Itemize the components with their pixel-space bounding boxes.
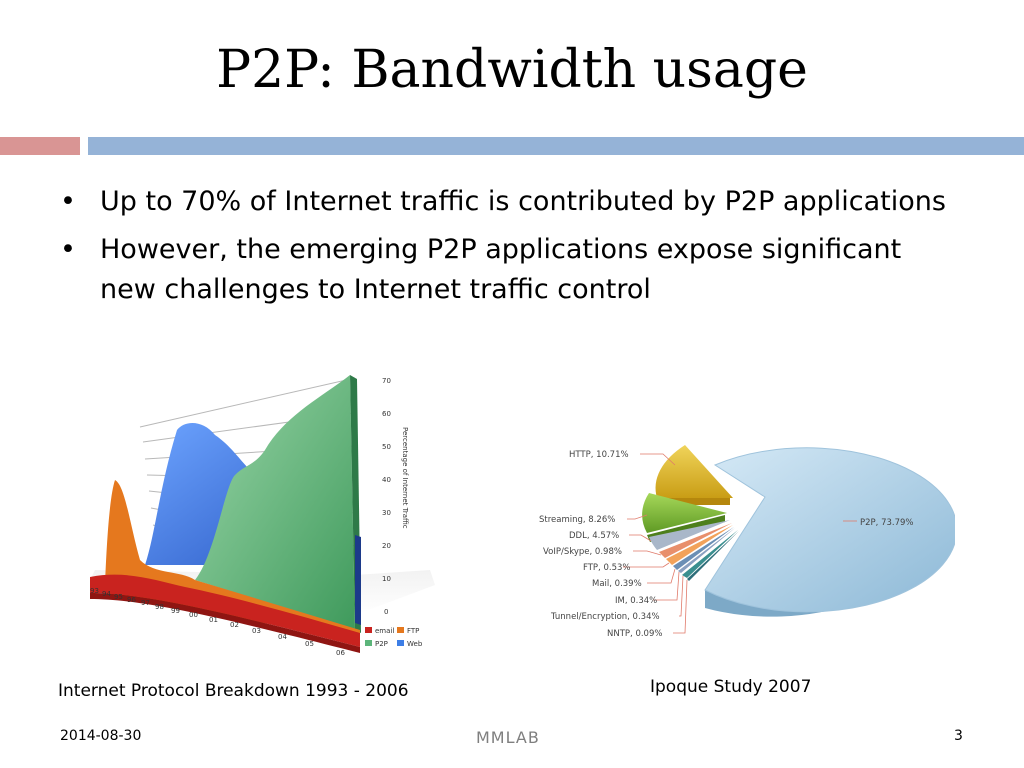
x-tick-label: 99 <box>171 607 180 615</box>
x-tick-label: 03 <box>252 627 261 635</box>
pie-label-ddl: DDL, 4.57% <box>569 531 619 541</box>
pie-label-nntp: NNTP, 0.09% <box>607 629 662 639</box>
pie-slice-mail <box>673 527 734 570</box>
y-tick-label: 0 <box>384 608 388 616</box>
x-tick-label: 93 <box>90 587 99 595</box>
chart-legend: email FTP P2P Web <box>365 627 423 648</box>
bullet-dot: • <box>60 234 76 265</box>
y-axis-labels: 70 60 50 40 30 20 10 0 <box>382 377 391 616</box>
web-side <box>355 535 361 625</box>
x-tick-label: 98 <box>155 603 164 611</box>
y-tick-label: 60 <box>382 410 391 418</box>
left-figure-caption: Internet Protocol Breakdown 1993 - 2006 <box>58 681 409 701</box>
bullet-item: • However, the emerging P2P applications… <box>60 230 960 310</box>
y-tick-label: 10 <box>382 575 391 583</box>
x-tick-label: 06 <box>336 649 345 657</box>
bullet-text: However, the emerging P2P applications e… <box>100 234 902 305</box>
pie-label-ftp: FTP, 0.53% <box>583 563 630 573</box>
x-tick-label: 00 <box>189 611 198 619</box>
pie-slice-nntp <box>687 531 739 581</box>
slide-title: P2P: Bandwidth usage <box>216 40 808 100</box>
pie-leader-lines <box>623 453 857 634</box>
legend-label-email: email <box>375 627 394 635</box>
legend-label-p2p: P2P <box>375 640 388 648</box>
pie-slice-im <box>678 528 735 573</box>
pie-label-streaming: Streaming, 8.26% <box>539 515 615 525</box>
bullet-text: Up to 70% of Internet traffic is contrib… <box>100 186 946 217</box>
email-front <box>90 593 360 653</box>
pie-labels: HTTP, 10.71% Streaming, 8.26% DDL, 4.57%… <box>539 450 913 639</box>
x-tick-label: 95 <box>114 593 123 601</box>
x-tick-label: 05 <box>305 640 314 648</box>
footer-date: 2014-08-30 <box>60 728 142 744</box>
y-tick-label: 40 <box>382 476 391 484</box>
pie-label-http: HTTP, 10.71% <box>569 450 629 460</box>
bullet-item: • Up to 70% of Internet traffic is contr… <box>60 182 960 222</box>
y-tick-label: 30 <box>382 509 391 517</box>
legend-swatch-p2p <box>365 640 372 646</box>
y-tick-label: 50 <box>382 443 391 451</box>
pie-label-mail: Mail, 0.39% <box>592 579 642 589</box>
bullet-dot: • <box>60 186 76 217</box>
x-tick-label: 94 <box>102 590 111 598</box>
pie-label-p2p: P2P, 73.79% <box>860 518 913 528</box>
protocol-breakdown-chart: 93 94 95 96 97 98 99 00 01 02 03 04 05 0… <box>90 375 435 657</box>
p2p-area <box>195 375 355 630</box>
pie-slice-ddl <box>649 520 730 550</box>
legend-swatch-ftp <box>397 627 404 633</box>
y-axis-title: Percentage of Internet Traffic <box>401 427 409 529</box>
x-axis-labels: 93 94 95 96 97 98 99 00 01 02 03 04 05 0… <box>90 587 345 657</box>
pie-label-im: IM, 0.34% <box>615 596 657 606</box>
pie-slice-p2p <box>704 447 955 613</box>
legend-swatch-email <box>365 627 372 633</box>
x-tick-label: 04 <box>278 633 287 641</box>
x-tick-label: 01 <box>209 616 218 624</box>
x-tick-label: 97 <box>141 599 150 607</box>
pie-slice-ftp <box>666 525 733 565</box>
legend-label-ftp: FTP <box>407 627 419 635</box>
bullet-list: • Up to 70% of Internet traffic is contr… <box>60 182 960 318</box>
right-figure-caption: Ipoque Study 2007 <box>650 677 812 697</box>
footer-page-number: 3 <box>954 728 963 744</box>
title-underline-right <box>88 137 1024 155</box>
y-tick-label: 20 <box>382 542 391 550</box>
pie-slice-http <box>655 445 733 498</box>
email-area <box>90 574 360 647</box>
pie-label-voip: VoIP/Skype, 0.98% <box>543 547 622 557</box>
legend-label-web: Web <box>407 640 423 648</box>
pie-slice-tunnel <box>682 530 738 578</box>
footer-org: MMLAB <box>476 728 540 747</box>
legend-swatch-web <box>397 640 404 646</box>
pie-label-tunnel: Tunnel/Encryption, 0.34% <box>550 612 660 622</box>
title-underline-left <box>0 137 80 155</box>
x-tick-label: 96 <box>127 596 136 604</box>
pie-slice-streaming <box>642 493 727 533</box>
pie-slice-voip <box>659 523 732 558</box>
y-tick-label: 70 <box>382 377 391 385</box>
x-tick-label: 02 <box>230 621 239 629</box>
ipoque-pie-chart: HTTP, 10.71% Streaming, 8.26% DDL, 4.57%… <box>539 445 955 639</box>
